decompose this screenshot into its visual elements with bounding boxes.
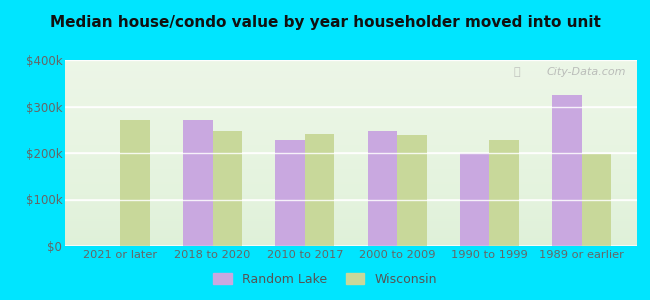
Text: City-Data.com: City-Data.com	[546, 68, 625, 77]
Bar	[120, 120, 150, 246]
Bar	[460, 153, 489, 246]
Bar	[489, 140, 519, 246]
Text: ⓘ: ⓘ	[513, 68, 520, 77]
Bar	[582, 154, 611, 246]
Legend: Random Lake, Wisconsin: Random Lake, Wisconsin	[208, 268, 442, 291]
Bar	[305, 134, 334, 246]
Bar	[368, 131, 397, 246]
Bar	[276, 140, 305, 246]
Bar	[397, 135, 426, 246]
Bar	[213, 131, 242, 246]
Text: Median house/condo value by year householder moved into unit: Median house/condo value by year househo…	[49, 15, 601, 30]
Bar	[552, 95, 582, 246]
Bar	[183, 120, 213, 246]
